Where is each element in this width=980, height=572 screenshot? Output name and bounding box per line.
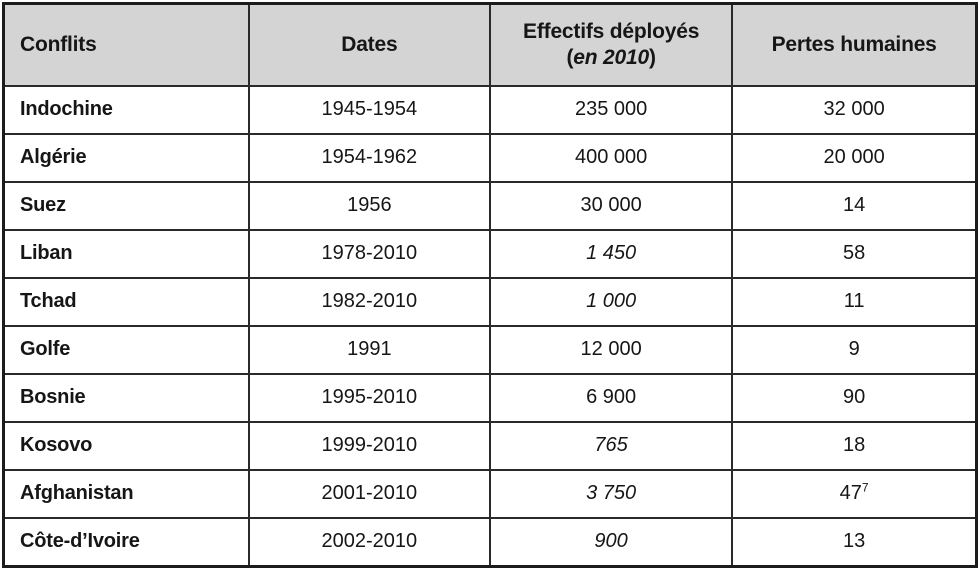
losses-count-cell: 477 [731,468,978,519]
table-row: Afghanistan 2001-2010 3 750 477 [2,468,978,519]
table-row: Algérie 1954-1962 400 000 20 000 [2,132,978,183]
conflict-dates: 1954-1962 [247,132,491,183]
conflict-dates: 1995-2010 [247,372,491,423]
losses-count-cell: 18 [731,420,978,471]
losses-count: 32 000 [823,98,885,121]
losses-count: 47 [839,482,862,505]
conflict-dates: 1978-2010 [247,228,491,279]
losses-count: 11 [843,290,865,313]
losses-count-cell: 9 [731,324,978,375]
conflict-name: Côte-d’Ivoire [2,516,250,568]
table-row: Suez 1956 30 000 14 [2,180,978,231]
table-body: Indochine 1945-1954 235 000 32 000 Algérie 19… [2,85,978,568]
conflict-dates: 2002-2010 [247,516,491,568]
losses-count: 90 [843,386,866,409]
deployed-count: 900 [488,516,734,568]
deployed-count: 1 450 [488,228,734,279]
header-pertes: Pertes humaines [731,2,978,87]
losses-count-cell: 13 [731,516,978,568]
conflict-name: Algérie [2,132,250,183]
deployed-count: 400 000 [488,132,734,183]
conflict-name: Bosnie [2,372,250,423]
deployed-count: 1 000 [488,276,734,327]
deployed-count: 30 000 [488,180,734,231]
losses-count: 18 [843,434,866,457]
deployed-count: 235 000 [488,85,734,135]
footnote-marker: 7 [861,480,869,495]
conflict-name: Liban [2,228,250,279]
losses-count-cell: 58 [731,228,978,279]
losses-count-cell: 32 000 [731,85,978,135]
losses-count-cell: 90 [731,372,978,423]
conflict-name: Suez [2,180,250,231]
table-row: Kosovo 1999-2010 765 18 [2,420,978,471]
table-row: Liban 1978-2010 1 450 58 [2,228,978,279]
losses-count-cell: 20 000 [731,132,978,183]
header-row: Conflits Dates Effectifs déployés (en 20… [2,2,978,87]
header-conflits: Conflits [2,2,250,87]
conflict-name: Golfe [2,324,250,375]
table-row: Golfe 1991 12 000 9 [2,324,978,375]
conflict-dates: 1991 [247,324,491,375]
deployed-count: 12 000 [488,324,734,375]
losses-count-cell: 14 [731,180,978,231]
losses-count-cell: 11 [731,276,978,327]
conflict-name: Indochine [2,85,250,135]
conflict-dates: 1999-2010 [247,420,491,471]
losses-count: 9 [848,338,860,361]
conflict-name: Tchad [2,276,250,327]
table-row: Bosnie 1995-2010 6 900 90 [2,372,978,423]
header-effectifs-line1: Effectifs déployés [523,19,700,43]
losses-count: 13 [843,530,866,553]
table-row: Indochine 1945-1954 235 000 32 000 [2,85,978,135]
header-effectifs-year: en 2010 [573,46,649,69]
conflict-name: Afghanistan [2,468,250,519]
conflict-dates: 1982-2010 [247,276,491,327]
losses-count: 58 [843,242,866,265]
header-effectifs-paren-close: ) [648,46,656,69]
header-dates: Dates [247,2,491,87]
conflict-dates: 1956 [247,180,491,231]
table-row: Tchad 1982-2010 1 000 11 [2,276,978,327]
header-effectifs: Effectifs déployés (en 2010) [488,2,734,87]
table-row: Côte-d’Ivoire 2002-2010 900 13 [2,516,978,568]
conflict-dates: 2001-2010 [247,468,491,519]
losses-count: 14 [843,194,866,217]
deployed-count: 765 [488,420,734,471]
header-effectifs-paren-open: ( [566,46,574,69]
conflict-name: Kosovo [2,420,250,471]
deployed-count: 6 900 [488,372,734,423]
deployed-count: 3 750 [488,468,734,519]
conflict-dates: 1945-1954 [247,85,491,135]
losses-count: 20 000 [823,146,885,169]
